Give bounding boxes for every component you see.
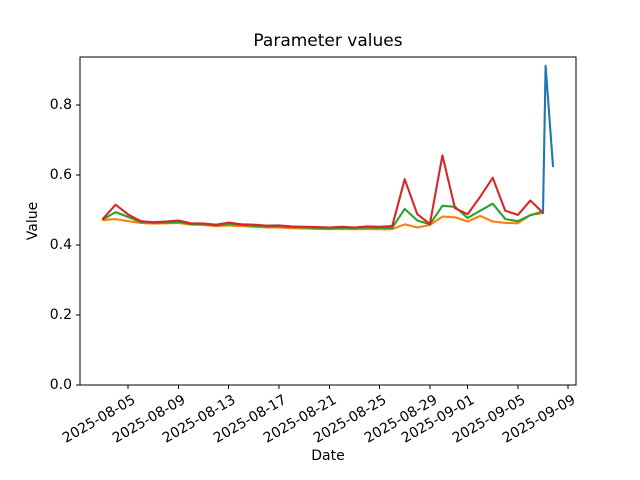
- tick-marks: [76, 104, 569, 389]
- y-tick-label: 0.4: [49, 236, 72, 253]
- y-tick-label: 0.2: [49, 306, 72, 323]
- plot-area: [79, 56, 577, 386]
- chart-title: Parameter values: [253, 31, 403, 51]
- y-tick-label: 0.8: [49, 96, 72, 113]
- parameter-green-line: [101, 202, 545, 230]
- series-lines: [101, 64, 555, 231]
- x-axis-label: Date: [311, 448, 345, 464]
- y-axis-label: Value: [25, 201, 41, 241]
- parameter-blue-line: [541, 64, 555, 214]
- y-tick-label: 0.0: [49, 377, 72, 393]
- parameter-red-line: [101, 154, 545, 229]
- y-tick-label: 0.6: [49, 166, 72, 183]
